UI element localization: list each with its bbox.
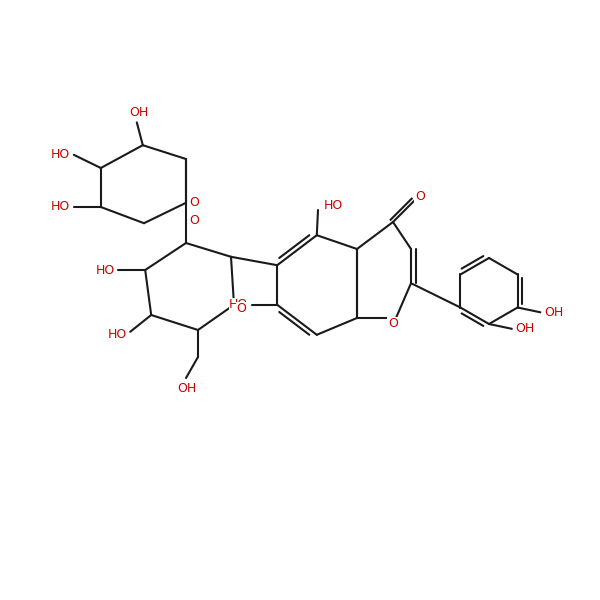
Text: O: O (415, 190, 425, 203)
Text: HO: HO (51, 148, 70, 161)
Text: OH: OH (130, 106, 149, 119)
Text: O: O (190, 214, 199, 227)
Text: OH: OH (178, 382, 197, 395)
Text: HO: HO (323, 199, 343, 212)
Text: HO: HO (51, 200, 70, 214)
Text: O: O (388, 317, 398, 331)
Text: HO: HO (107, 328, 127, 341)
Text: O: O (190, 196, 199, 209)
Text: OH: OH (515, 322, 535, 335)
Text: O: O (236, 302, 246, 316)
Text: HO: HO (229, 298, 248, 311)
Text: OH: OH (544, 306, 563, 319)
Text: HO: HO (95, 263, 115, 277)
